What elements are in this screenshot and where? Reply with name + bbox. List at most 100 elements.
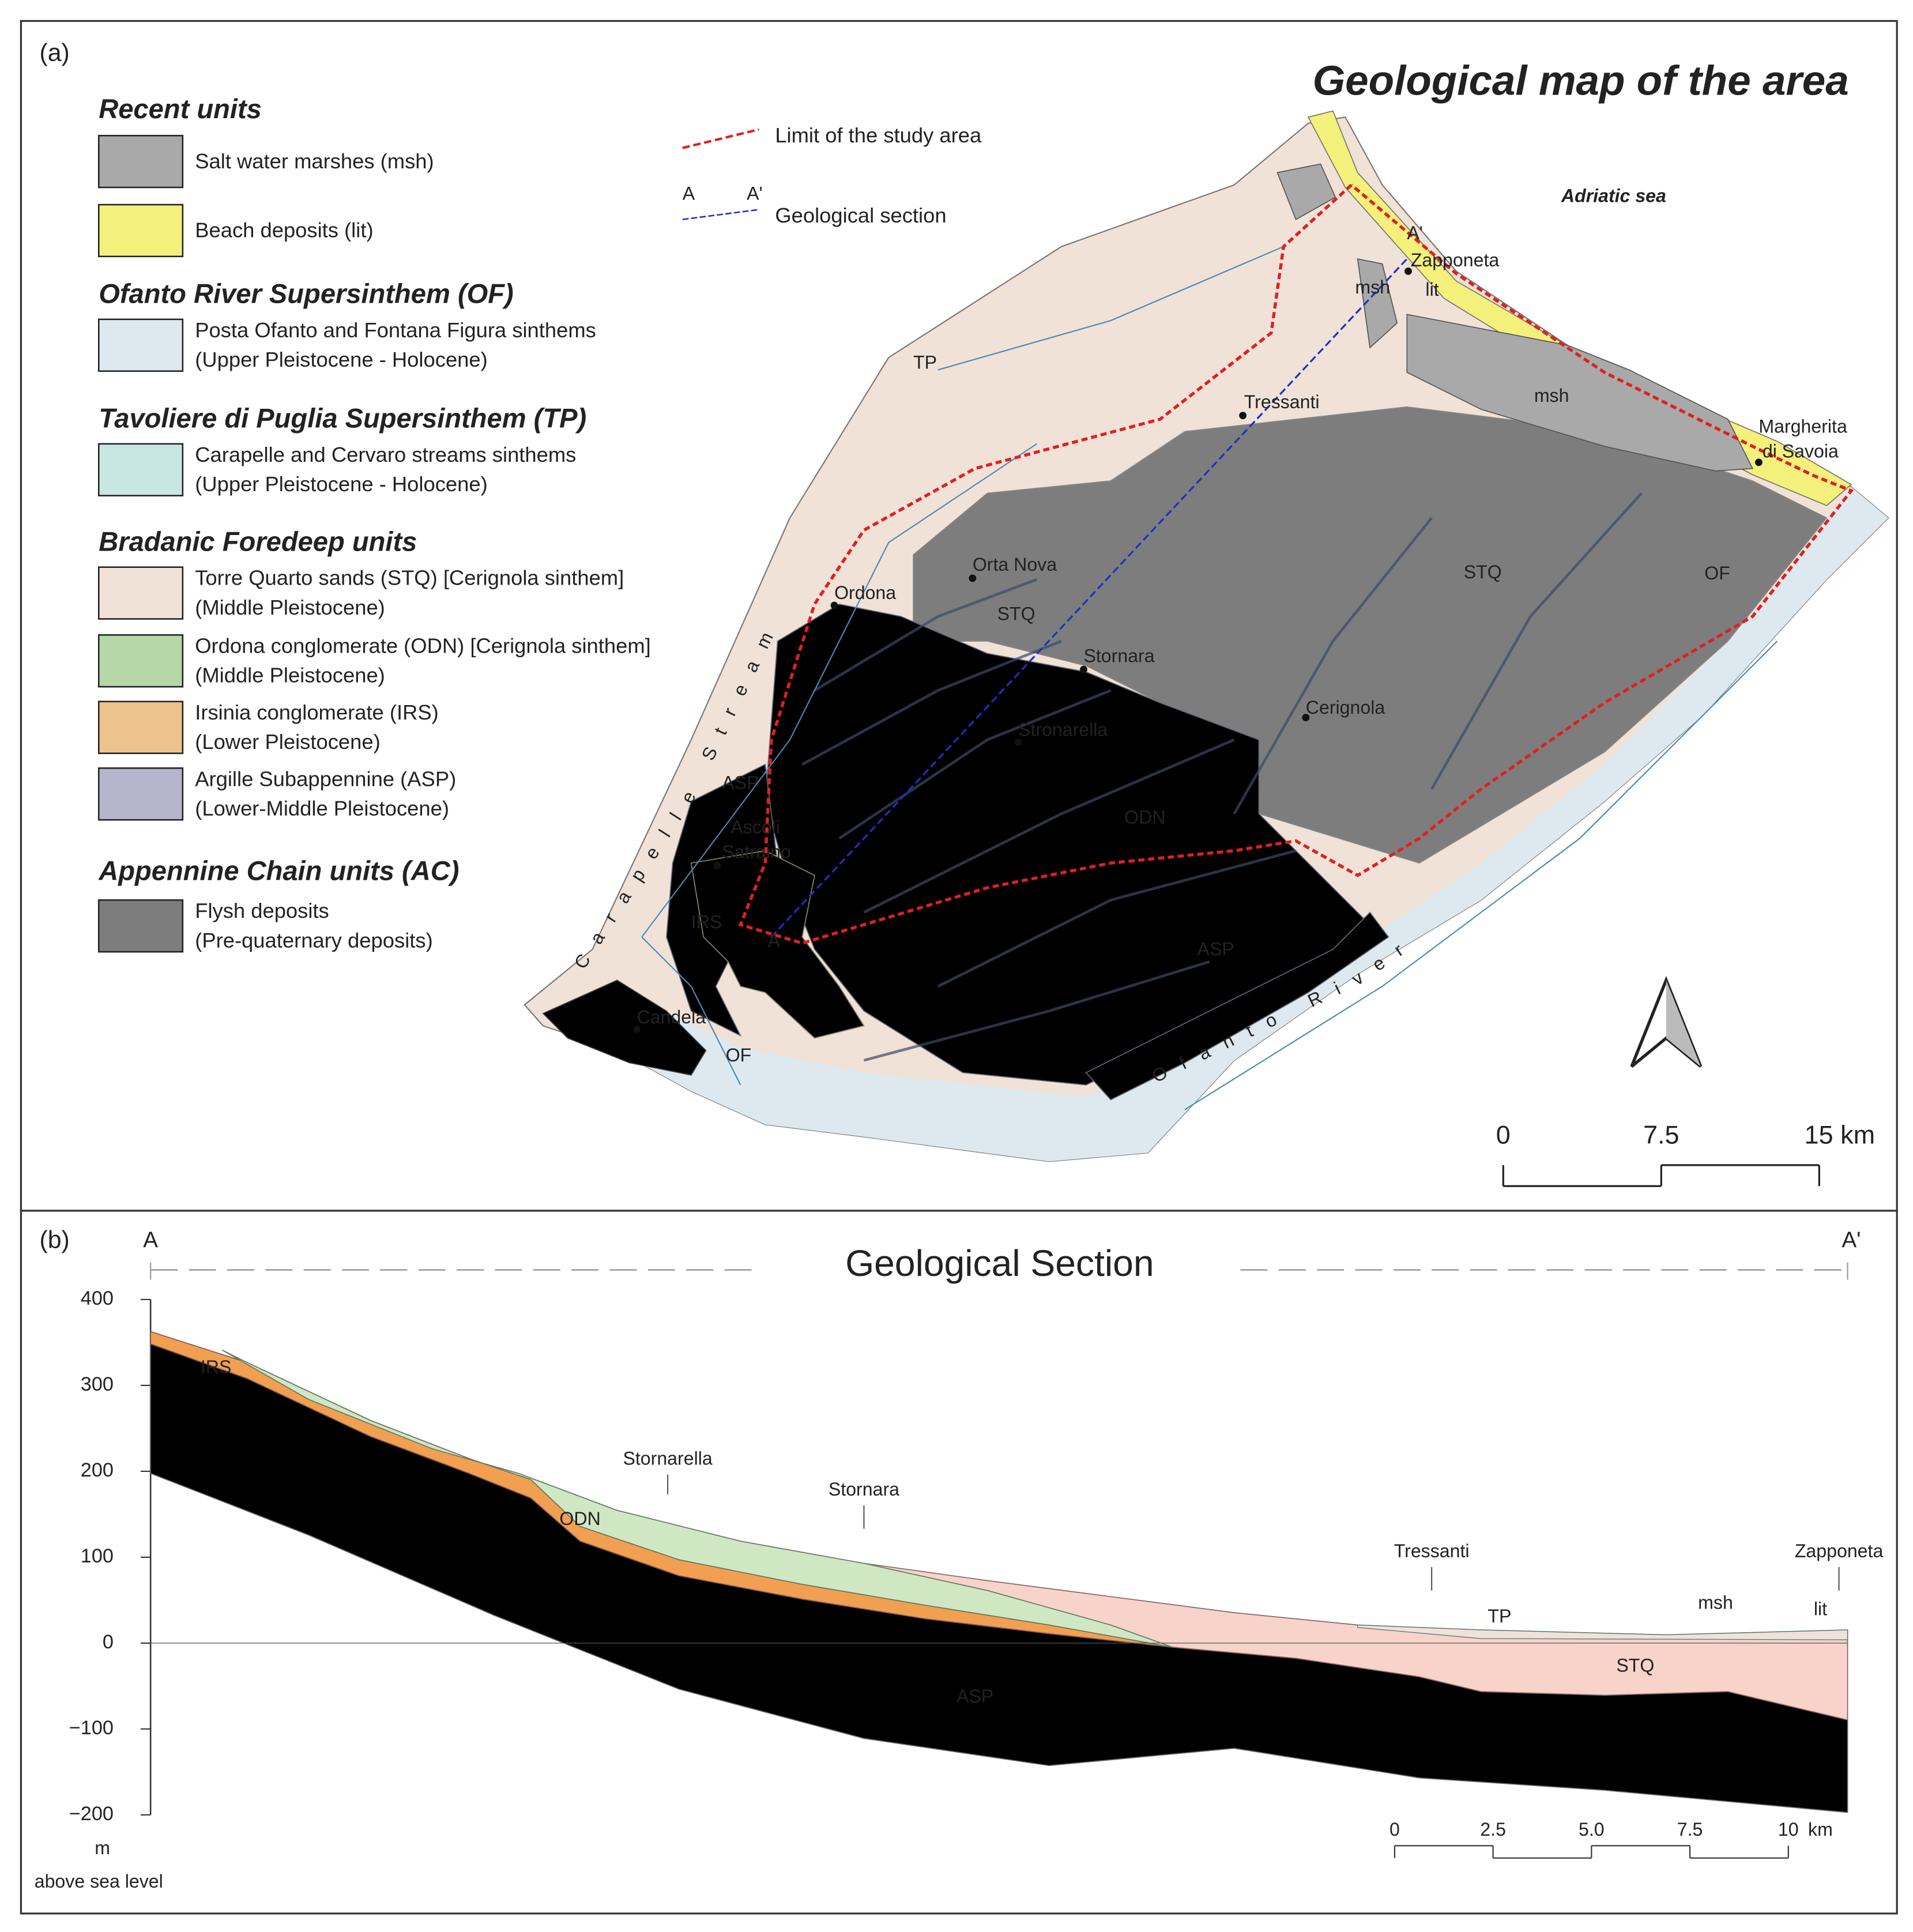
stratum-tp (1357, 1624, 1848, 1640)
map-label: ASP (722, 773, 759, 793)
scale-label: 15 km (1805, 1120, 1875, 1150)
legend-swatch (97, 767, 184, 821)
map-label: Stronarella (1018, 720, 1108, 740)
legend-label: Salt water marshes (msh) (195, 149, 434, 173)
scale-label: 7.5 (1643, 1120, 1679, 1150)
channel (814, 578, 1037, 692)
legend-heading: Appennine Chain units (AC) (98, 855, 459, 886)
map-label: msh (1534, 385, 1569, 406)
map-flysh (542, 980, 707, 1076)
place-label: Stornara (829, 1479, 899, 1500)
legend-sublabel: (Upper Pleistocene - Holocene) (195, 348, 488, 371)
map-label: A' (1407, 223, 1423, 243)
y-tick-label: 400 (81, 1287, 114, 1309)
channel (1430, 492, 1643, 790)
channel (863, 738, 1235, 914)
map-title: Geological map of the area (1313, 58, 1849, 104)
scale-unit: km (1808, 1819, 1833, 1840)
limit-symbol (682, 128, 760, 149)
y-tick-label: 0 (103, 1631, 114, 1653)
map-label: Satraino (722, 841, 791, 862)
scale-label: 10 (1778, 1819, 1799, 1840)
panel-label: (b) (40, 1226, 70, 1254)
panel-b-frame (20, 1210, 1898, 1915)
place-dot (1080, 665, 1087, 673)
map-irs (690, 850, 865, 1039)
section-end: A' (1842, 1228, 1861, 1253)
place-label: Zapponeta (1795, 1541, 1884, 1561)
map-label: Ordona (834, 582, 896, 603)
stream (641, 443, 1037, 937)
study-area-limit (738, 183, 1854, 945)
map-msh (1406, 314, 1754, 472)
channel (1233, 517, 1433, 815)
map-msh (1276, 163, 1336, 220)
unit-label: lit (1814, 1598, 1827, 1619)
legend-sublabel: (Lower Pleistocene) (195, 730, 380, 754)
section-symbol (682, 209, 759, 220)
legend-heading: Ofanto River Supersinthem (OF) (99, 278, 513, 309)
channel (863, 960, 1210, 1062)
y-tick-label: 200 (81, 1459, 114, 1481)
map-label: Stornara (1083, 645, 1154, 666)
unit-label: msh (1698, 1592, 1733, 1613)
map-label: Tressanti (1244, 391, 1320, 412)
map-label: A (767, 930, 780, 951)
scale-label: 2.5 (1480, 1819, 1506, 1840)
channel (838, 689, 1112, 840)
place-dot (1404, 268, 1412, 275)
stream (937, 246, 1284, 371)
scale-label: 0 (1496, 1120, 1511, 1150)
legend-sublabel: (Upper Pleistocene - Holocene) (195, 472, 488, 496)
stream (641, 936, 741, 1086)
channel (937, 849, 1297, 988)
legend-sublabel: (Lower-Middle Pleistocene) (195, 797, 449, 820)
legend-sublabel: (Middle Pleistocene) (195, 596, 385, 619)
legend-heading: Bradanic Foredeep units (99, 526, 417, 557)
scale-label: 7.5 (1677, 1819, 1703, 1840)
map-asp (1085, 912, 1389, 1101)
stream (1184, 641, 1778, 1110)
map-label: Orta Nova (973, 554, 1057, 575)
map-stq (913, 406, 1828, 864)
map-label: Adriatic sea (1561, 186, 1666, 206)
section-label: Geological section (775, 204, 946, 227)
map-label: IRS (691, 912, 722, 932)
legend-label: Ordona conglomerate (ODN) [Cerignola sin… (195, 634, 651, 657)
place-dot (1014, 738, 1022, 746)
section-end: A' (747, 183, 763, 204)
map-label: ODN (1124, 807, 1165, 827)
place-dot (1754, 458, 1763, 466)
section-title: Geological Section (845, 1242, 1154, 1284)
legend-label: Irsinia conglomerate (IRS) (195, 701, 439, 724)
scale-label: 0 (1389, 1819, 1400, 1840)
panel-label: (a) (40, 39, 70, 66)
y-unit-note: above sea level (35, 1871, 163, 1892)
legend-swatch (97, 701, 184, 754)
y-tick-label: 300 (81, 1373, 114, 1395)
legend-label: Posta Ofanto and Fontana Figura sinthems (195, 318, 596, 342)
place-dot (1239, 412, 1247, 420)
place-dot (1302, 714, 1310, 722)
map-of (617, 487, 1889, 1162)
map-label: msh (1355, 277, 1390, 297)
legend-swatch (97, 134, 184, 189)
unit-label: ASP (957, 1686, 993, 1707)
legend-swatch (97, 443, 184, 496)
legend-swatch (97, 899, 184, 953)
stratum-odn (221, 1349, 1173, 1648)
y-tick-label: 100 (81, 1545, 114, 1567)
unit-label: TP (1488, 1606, 1511, 1626)
legend-label: Carapelle and Cervaro streams sinthems (195, 443, 576, 466)
legend-heading: Tavoliere di Puglia Supersinthem (TP) (99, 403, 586, 434)
section-start: A (683, 183, 695, 204)
legend-swatch (97, 318, 184, 372)
map-label: di Savoia (1763, 440, 1839, 461)
place-label: Stornarella (623, 1448, 712, 1468)
legend-heading: Recent units (99, 93, 262, 124)
legend-swatch (97, 566, 184, 620)
place-label: Tressanti (1394, 1541, 1470, 1561)
map-label: lit (1425, 279, 1438, 300)
y-unit: m (95, 1837, 110, 1858)
